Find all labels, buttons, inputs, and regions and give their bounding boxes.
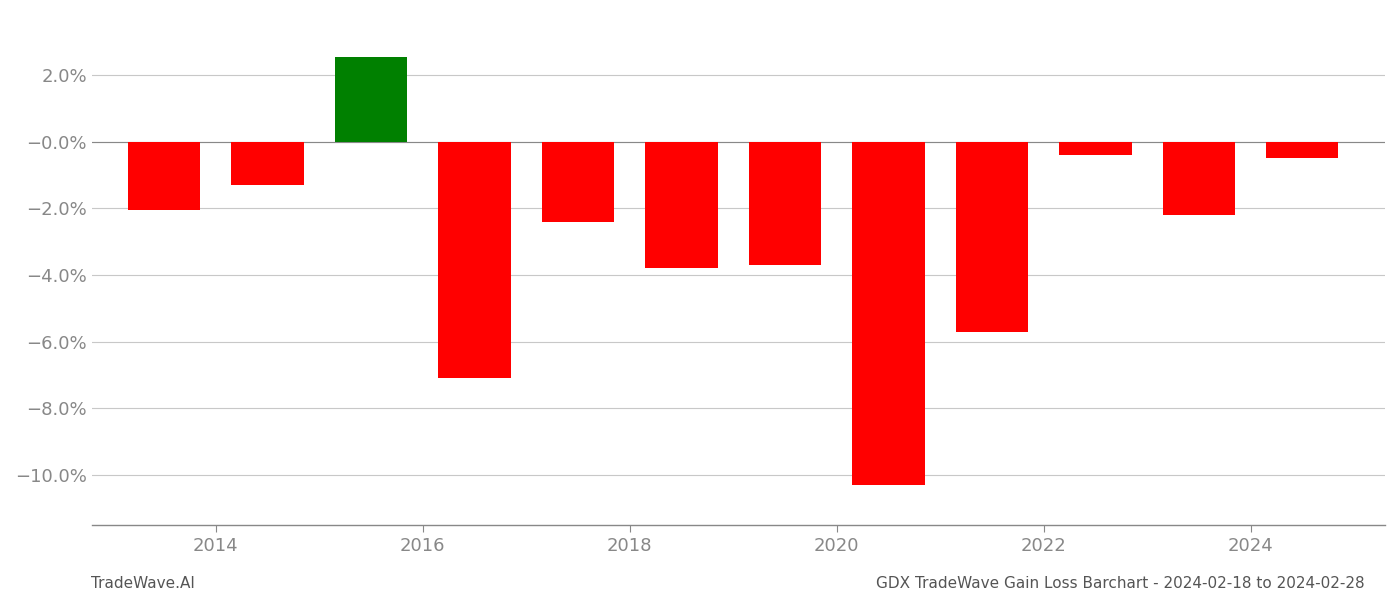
Bar — [1266, 142, 1338, 158]
Text: GDX TradeWave Gain Loss Barchart - 2024-02-18 to 2024-02-28: GDX TradeWave Gain Loss Barchart - 2024-… — [876, 576, 1365, 591]
Bar — [542, 142, 615, 222]
Bar — [956, 142, 1028, 332]
Bar — [335, 56, 407, 142]
Bar — [853, 142, 924, 485]
Bar — [127, 142, 200, 210]
Bar — [645, 142, 718, 268]
Bar — [1058, 142, 1131, 155]
Text: TradeWave.AI: TradeWave.AI — [91, 576, 195, 591]
Bar — [231, 142, 304, 185]
Bar — [1162, 142, 1235, 215]
Bar — [749, 142, 822, 265]
Bar — [438, 142, 511, 379]
